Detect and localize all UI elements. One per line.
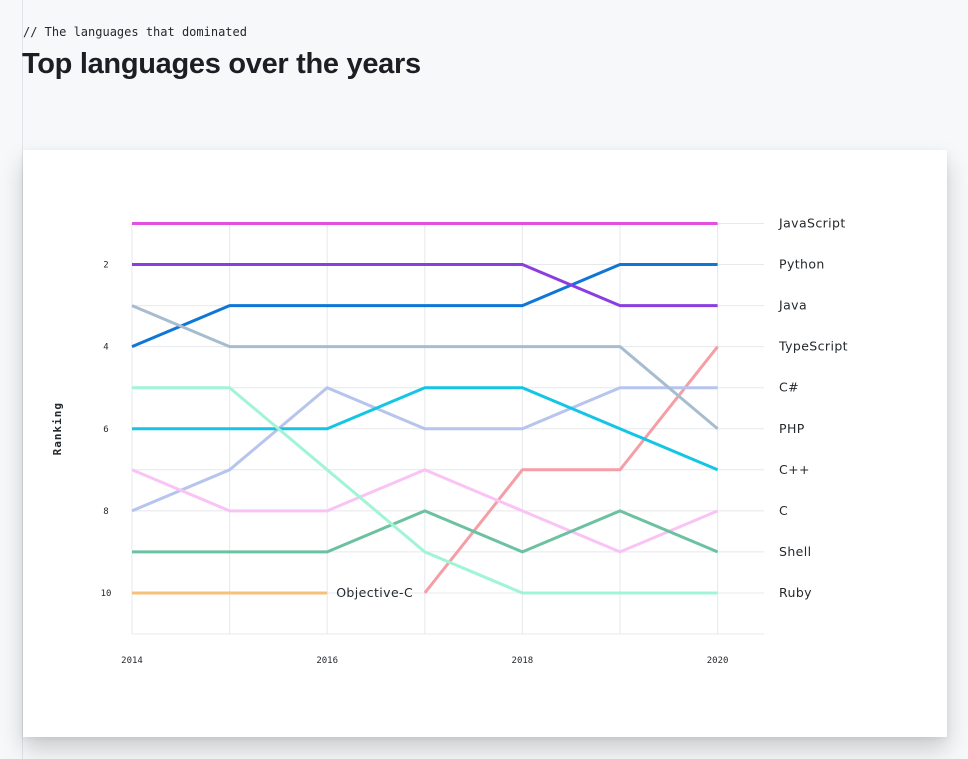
series-label-java: Java [778, 298, 807, 313]
y-tick-label: 10 [101, 589, 112, 599]
x-tick-label: 2018 [512, 656, 534, 666]
series-line-ruby [132, 386, 718, 595]
page-title: Top languages over the years [22, 48, 421, 80]
series-label-typescript: TypeScript [778, 339, 848, 354]
x-tick-label: 2016 [316, 656, 338, 666]
series-label-python: Python [779, 257, 825, 272]
series-line-java [132, 263, 718, 308]
page-left-rule [22, 0, 23, 759]
bump-chart: 2 4 6 8 10 2014 2016 2018 2020 Ranking JavaScript… [51, 216, 848, 667]
y-tick-label: 4 [103, 343, 108, 353]
x-tick-label: 2020 [707, 656, 729, 666]
series-label-c: C [779, 503, 788, 518]
series-line-shell [132, 509, 719, 554]
series-label-c-: C++ [779, 462, 810, 477]
series-line-c- [131, 385, 718, 513]
y-tick-label: 2 [103, 261, 108, 271]
series-line-c [131, 468, 719, 554]
series-line-php [131, 304, 719, 430]
y-tick-label: 8 [103, 507, 108, 517]
series-label-php: PHP [779, 421, 805, 436]
series-label-javascript: JavaScript [778, 216, 846, 231]
series-label-c-: C# [779, 380, 799, 395]
y-axis-label: Ranking [51, 402, 64, 455]
series-line-c- [132, 386, 719, 472]
series-label-objective-c: Objective-C [336, 585, 413, 600]
section-eyebrow: // The languages that dominated [23, 25, 247, 39]
series-label-ruby: Ruby [779, 585, 812, 600]
chart-card: 2 4 6 8 10 2014 2016 2018 2020 Ranking JavaScript… [23, 150, 947, 737]
y-tick-label: 6 [103, 425, 108, 435]
series-line-python [131, 263, 718, 349]
series-label-shell: Shell [779, 544, 812, 559]
x-tick-label: 2014 [121, 656, 143, 666]
